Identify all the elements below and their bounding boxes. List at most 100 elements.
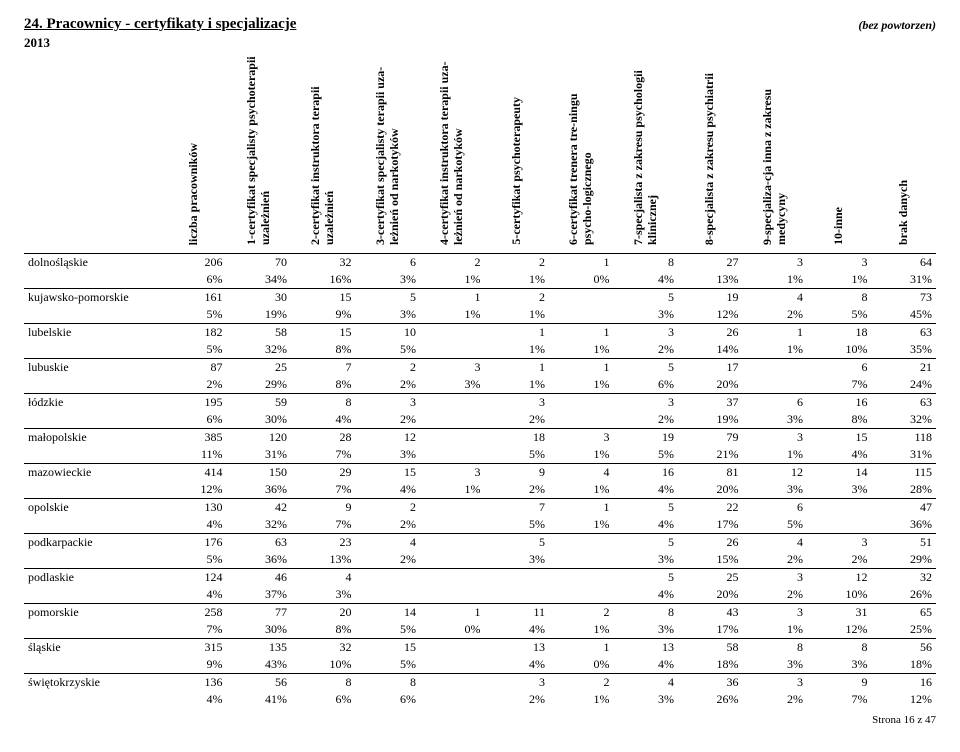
- count-cell: 8: [614, 254, 679, 272]
- table-row: podkarpackie1766323455264351: [24, 534, 936, 552]
- count-cell: 21: [872, 359, 937, 377]
- pct-cell: 4%: [614, 481, 679, 499]
- pct-cell: 20%: [678, 376, 743, 394]
- pct-cell: 1%: [485, 306, 550, 324]
- col-c2: 2-certyfikat instruktora terapii uzależn…: [291, 53, 356, 254]
- count-cell: 32: [291, 639, 356, 657]
- count-cell: 18: [485, 429, 550, 447]
- count-cell: 73: [872, 289, 937, 307]
- pct-cell: 16%: [291, 271, 356, 289]
- table-row: śląskie315135321513113588856: [24, 639, 936, 657]
- col-c9: 9-specjaliza-cja inna z zakresu medycyny: [743, 53, 808, 254]
- pct-cell: 20%: [678, 481, 743, 499]
- count-cell: 26: [678, 324, 743, 342]
- count-cell: 43: [678, 604, 743, 622]
- pct-cell: 7%: [807, 376, 872, 394]
- pct-cell: 6%: [162, 411, 227, 429]
- table-row-pct: 4%41%6%6%2%1%3%26%2%7%12%: [24, 691, 936, 708]
- count-cell: 20: [291, 604, 356, 622]
- pct-cell: [420, 516, 485, 534]
- count-cell: 25: [678, 569, 743, 587]
- pct-cell: 37%: [227, 586, 292, 604]
- count-cell: 28: [291, 429, 356, 447]
- pct-cell: 8%: [291, 376, 356, 394]
- pct-cell: 5%: [614, 446, 679, 464]
- pct-cell: 14%: [678, 341, 743, 359]
- pct-cell: 7%: [291, 481, 356, 499]
- count-cell: 3: [614, 394, 679, 412]
- pct-cell: 1%: [549, 516, 614, 534]
- table-row: kujawsko-pomorskie16130155125194873: [24, 289, 936, 307]
- count-cell: 3: [807, 254, 872, 272]
- count-cell: [549, 569, 614, 587]
- count-cell: 23: [291, 534, 356, 552]
- pct-cell: 3%: [614, 691, 679, 708]
- count-cell: 63: [227, 534, 292, 552]
- pct-cell: 17%: [678, 516, 743, 534]
- count-cell: 77: [227, 604, 292, 622]
- table-row: świętokrzyskie1365688324363916: [24, 674, 936, 692]
- table-row-pct: 5%32%8%5%1%1%2%14%1%10%35%: [24, 341, 936, 359]
- pct-cell: 12%: [678, 306, 743, 324]
- pct-cell: 1%: [485, 376, 550, 394]
- pct-cell: [549, 306, 614, 324]
- pct-cell: 5%: [807, 306, 872, 324]
- table-head: liczba pracowników1-certyfikat specjalis…: [24, 53, 936, 254]
- pct-cell: 6%: [356, 691, 421, 708]
- count-cell: 6: [807, 359, 872, 377]
- count-cell: 3: [614, 324, 679, 342]
- pct-cell: [807, 516, 872, 534]
- pct-cell: 2%: [356, 411, 421, 429]
- table-row: małopolskie38512028121831979315118: [24, 429, 936, 447]
- pct-cell: [24, 341, 162, 359]
- pct-cell: 3%: [614, 621, 679, 639]
- pct-cell: 26%: [678, 691, 743, 708]
- pct-cell: 1%: [420, 271, 485, 289]
- count-cell: 6: [743, 499, 808, 517]
- pct-cell: 11%: [162, 446, 227, 464]
- count-cell: 161: [162, 289, 227, 307]
- table-row: łódzkie1955983333761663: [24, 394, 936, 412]
- pct-cell: 1%: [420, 306, 485, 324]
- count-cell: 47: [872, 499, 937, 517]
- pct-cell: 36%: [872, 516, 937, 534]
- count-cell: 46: [227, 569, 292, 587]
- count-cell: 8: [807, 289, 872, 307]
- count-cell: 31: [807, 604, 872, 622]
- count-cell: [420, 394, 485, 412]
- count-cell: 5: [614, 289, 679, 307]
- count-cell: 15: [356, 464, 421, 482]
- pct-cell: 36%: [227, 481, 292, 499]
- page-footer: Strona 16 z 47: [24, 714, 936, 726]
- pct-cell: 18%: [872, 656, 937, 674]
- pct-cell: 7%: [162, 621, 227, 639]
- col-c3: 3-certyfikat specjalisty terapii uza-leż…: [356, 53, 421, 254]
- pct-cell: 1%: [743, 621, 808, 639]
- table-row-pct: 5%19%9%3%1%1%3%12%2%5%45%: [24, 306, 936, 324]
- pct-cell: 4%: [614, 656, 679, 674]
- col-c10: 10-inne: [807, 53, 872, 254]
- pct-cell: [549, 586, 614, 604]
- pct-cell: [420, 446, 485, 464]
- count-cell: 32: [291, 254, 356, 272]
- count-cell: 1: [420, 604, 485, 622]
- table-row-pct: 4%37%3%4%20%2%10%26%: [24, 586, 936, 604]
- pct-cell: 5%: [743, 516, 808, 534]
- count-cell: [485, 569, 550, 587]
- count-cell: [549, 394, 614, 412]
- count-cell: 315: [162, 639, 227, 657]
- count-cell: 5: [614, 569, 679, 587]
- col-label: 1-certyfikat specjalisty psychoterapii u…: [245, 51, 273, 249]
- count-cell: 15: [291, 289, 356, 307]
- pct-cell: 9%: [291, 306, 356, 324]
- pct-cell: [549, 551, 614, 569]
- count-cell: 414: [162, 464, 227, 482]
- count-cell: 32: [872, 569, 937, 587]
- table-row: mazowieckie414150291539416811214115: [24, 464, 936, 482]
- pct-cell: 25%: [872, 621, 937, 639]
- table-row: podlaskie12446452531232: [24, 569, 936, 587]
- count-cell: 9: [291, 499, 356, 517]
- pct-cell: [24, 411, 162, 429]
- count-cell: 1: [420, 289, 485, 307]
- count-cell: [420, 429, 485, 447]
